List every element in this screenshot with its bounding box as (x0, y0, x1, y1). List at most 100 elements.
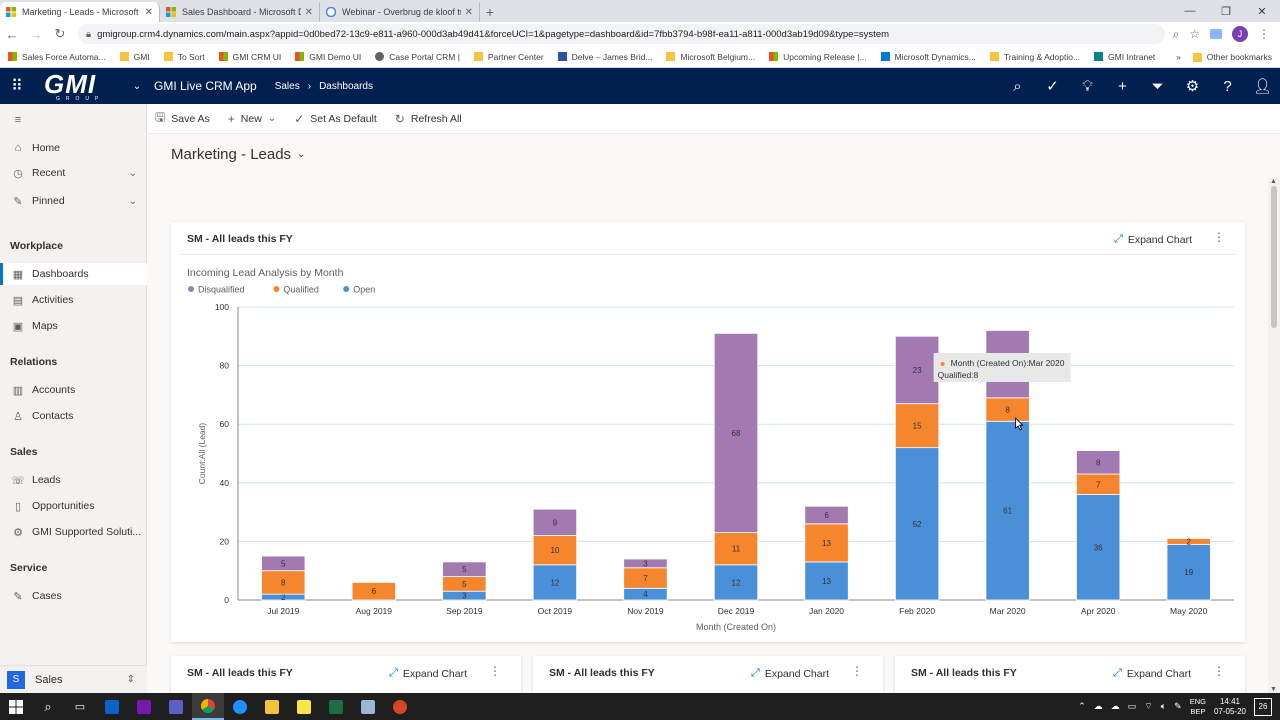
plus-icon[interactable]: + (1118, 77, 1127, 95)
clock[interactable]: 14:41 07-05-20 (1213, 696, 1246, 716)
bookmark[interactable]: Microsoft Dynamics... (880, 52, 976, 62)
bookmarks-overflow-icon[interactable]: » (1176, 52, 1181, 62)
url-field[interactable]: 🔒︎ gmigroup.crm4.dynamics.com/main.aspx?… (78, 24, 1165, 44)
nav-item-activities[interactable]: ▤ Activities (0, 289, 147, 311)
search-icon[interactable]: ⌕ (44, 698, 52, 714)
expand-chart-button[interactable]: ⤢ Expand Chart (1114, 233, 1193, 246)
set-as-default-button[interactable]: ✓ Set As Default (294, 111, 377, 126)
nav-item-cases[interactable]: ✎ Cases (0, 585, 147, 607)
onenote-icon[interactable] (128, 693, 160, 720)
more-options-icon[interactable]: ⋮ (489, 664, 501, 678)
scrollbar-thumb[interactable] (1271, 186, 1277, 328)
gear-icon[interactable]: ⚙ (1185, 78, 1200, 95)
save-as-button[interactable]: 🖫︎ Save As (155, 108, 210, 129)
restore-icon[interactable]: ❐ (1221, 5, 1231, 18)
chevron-up-icon[interactable]: ⌃ (1078, 701, 1086, 711)
chrome-icon[interactable] (192, 693, 224, 720)
task-check-icon[interactable]: ✓ (1046, 78, 1059, 95)
lightbulb-icon[interactable]: 💡︎ (1082, 77, 1093, 95)
file-explorer-icon[interactable] (256, 693, 288, 720)
chevron-down-icon[interactable]: ⌄ (128, 167, 137, 179)
extension-icon[interactable] (1210, 29, 1222, 39)
app-launcher-icon[interactable]: ⠿ (11, 78, 23, 95)
bookmark[interactable]: GMI (119, 52, 150, 62)
expand-chart-button[interactable]: ⤢ Expand Chart (1113, 667, 1192, 680)
nav-item-leads[interactable]: ☏ Leads (11, 474, 61, 487)
pen-icon[interactable]: ✎ (1174, 701, 1182, 711)
chevron-down-icon[interactable]: ⌄ (267, 113, 277, 124)
bookmark[interactable]: GMI Demo UI (295, 52, 361, 62)
forward-icon[interactable]: → (29, 26, 43, 42)
filter-icon[interactable]: ⏷ (1151, 77, 1164, 95)
close-tab-icon[interactable]: ✕ (144, 6, 153, 18)
more-options-icon[interactable]: ⋮ (1213, 230, 1225, 244)
nav-item-home[interactable]: ⌂ Home (0, 137, 147, 159)
task-view-icon[interactable]: ▭ (74, 701, 86, 713)
nav-item-opportunities[interactable]: ▯ Opportunities (0, 495, 147, 517)
bookmark[interactable]: Delve – James Brid... (557, 52, 652, 62)
profile-avatar[interactable]: J (1232, 26, 1248, 42)
back-icon[interactable]: ← (5, 26, 19, 42)
nav-item-recent[interactable]: ◷ Recent ⌄ (0, 162, 147, 184)
scroll-down-icon[interactable]: ▼ (1270, 686, 1277, 693)
breadcrumb-sales[interactable]: Sales (274, 80, 300, 92)
close-tab-icon[interactable]: ✕ (304, 6, 313, 18)
chevron-down-icon[interactable]: ⌄ (128, 195, 137, 207)
app-name[interactable]: GMI Live CRM App (154, 79, 257, 93)
help-icon[interactable]: ? (1223, 77, 1232, 95)
pen-app-icon[interactable] (352, 693, 384, 720)
outlook-icon[interactable] (96, 693, 128, 720)
hamburger-button[interactable]: ≡ (0, 109, 147, 131)
notification-center-icon[interactable]: 26 (1254, 697, 1272, 716)
other-bookmarks[interactable]: Other bookmarks (1192, 52, 1272, 62)
volume-icon[interactable]: 🔈︎ (1160, 701, 1167, 711)
nav-item-contacts[interactable]: ♙ Contacts (0, 405, 147, 427)
powerpoint-icon[interactable] (384, 693, 416, 720)
edge-icon[interactable] (224, 693, 256, 720)
dashboard-selector[interactable]: Marketing - Leads ⌄ (171, 146, 305, 163)
browser-tab[interactable]: Webinar - Overbrug de kloof tus ✕ (320, 2, 480, 22)
bookmark[interactable]: To Sort (163, 52, 205, 62)
expand-chart-button[interactable]: ⤢ Expand Chart (389, 667, 468, 680)
bookmark[interactable]: Upcoming Release |... (769, 52, 867, 62)
nav-item-accounts[interactable]: ▥ Accounts (0, 379, 147, 401)
teams-icon[interactable] (160, 693, 192, 720)
new-tab-button[interactable]: + (485, 4, 495, 20)
bookmark[interactable]: GMI CRM UI (218, 52, 281, 62)
cloud-icon[interactable]: ☁ (1093, 701, 1103, 711)
cloud-icon[interactable]: ☁ (1110, 701, 1120, 711)
more-options-icon[interactable]: ⋮ (1213, 664, 1225, 678)
expand-chart-button[interactable]: ⤢ Expand Chart (751, 667, 830, 680)
nav-item-pinned[interactable]: ✎ Pinned ⌄ (0, 190, 147, 212)
bookmark[interactable]: Training & Adoptio... (989, 52, 1080, 62)
more-options-icon[interactable]: ⋮ (851, 664, 863, 678)
nav-item-dashboards[interactable]: ▦ Dashboards (0, 263, 147, 285)
close-tab-icon[interactable]: ✕ (464, 6, 473, 18)
sticky-notes-icon[interactable] (288, 693, 320, 720)
refresh-all-button[interactable]: ↻ Refresh All (394, 111, 462, 126)
star-icon[interactable]: ☆ (1189, 27, 1200, 41)
area-switcher[interactable]: S Sales ⇕ (0, 665, 147, 693)
browser-tab[interactable]: Sales Dashboard - Microsoft Dyn ✕ (160, 2, 320, 22)
nav-item-gmi-supported-solutions[interactable]: ⚙ GMI Supported Soluti... (0, 521, 147, 543)
chevron-down-icon[interactable]: ⌄ (132, 80, 142, 92)
excel-icon[interactable] (320, 693, 352, 720)
search-icon[interactable]: ⌕ (1013, 77, 1022, 95)
close-window-icon[interactable]: ✕ (1257, 5, 1267, 18)
browser-menu-icon[interactable]: ⋮ (1258, 27, 1270, 41)
language-indicator[interactable]: ENG BEP (1189, 696, 1206, 716)
browser-tab[interactable]: Marketing - Leads - Microsoft Dy ✕ (0, 2, 160, 22)
breadcrumb-dashboards[interactable]: Dashboards (319, 80, 373, 92)
bookmark[interactable]: GMI Intranet (1094, 52, 1155, 62)
start-button[interactable] (0, 693, 32, 720)
scroll-up-icon[interactable]: ▲ (1270, 178, 1277, 185)
bookmark[interactable]: Case Portal CRM | (375, 52, 460, 62)
bookmark[interactable]: Sales Force Automa... (8, 52, 106, 62)
user-icon[interactable]: 👤︎ (1252, 78, 1273, 95)
page-scrollbar[interactable]: ▲ ▼ (1268, 178, 1280, 693)
zoom-icon[interactable]: ⌕ (1172, 26, 1180, 41)
bookmark[interactable]: Partner Center (473, 52, 544, 62)
battery-icon[interactable]: ▭ (1127, 701, 1137, 711)
bookmark[interactable]: Microsoft Belgium... (666, 52, 755, 62)
minimize-icon[interactable]: — (1184, 5, 1196, 17)
